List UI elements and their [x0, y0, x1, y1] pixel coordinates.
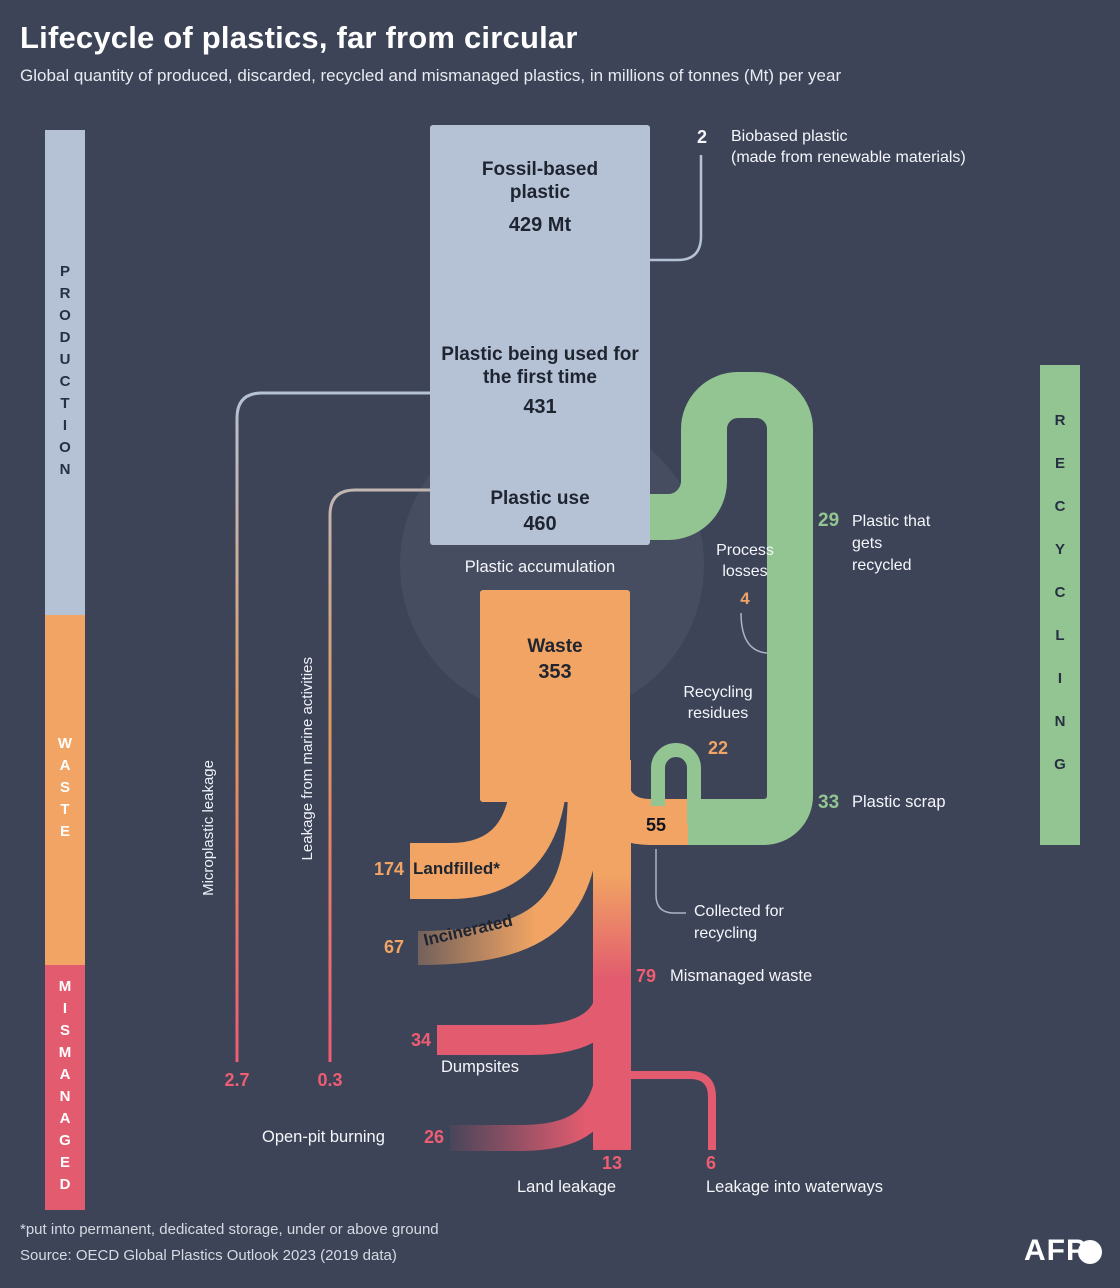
first-use-label: Plastic being used for the first time [441, 344, 639, 388]
collected-pointer [655, 849, 686, 914]
flow-waterways [626, 1071, 716, 1150]
waterways-value: 6 [706, 1153, 717, 1173]
residues-label: Recycling residues [683, 684, 753, 722]
accumulation-label: Plastic accumulation [464, 558, 616, 576]
flow-recycling-loop [648, 372, 813, 845]
incinerated-value: 67 [383, 937, 404, 957]
page-subtitle: Global quantity of produced, discarded, … [20, 66, 842, 85]
stage-bar-waste: WASTE [45, 615, 85, 965]
stage-bar-recycling-label: RECYCLING [1051, 411, 1069, 799]
fossil-label: Fossil-based plastic [481, 159, 599, 203]
marine-label: Leakage from marine activities [299, 657, 316, 861]
scrap-label: Plastic scrap [852, 793, 946, 811]
waste-label: Waste [527, 636, 583, 657]
microplastic-label: Microplastic leakage [200, 760, 217, 896]
stage-bar-production: PRODUCTION [45, 130, 85, 615]
biobased-sublabel: (made from renewable materials) [731, 149, 966, 166]
fossil-value: 429 Mt [508, 214, 572, 236]
process-losses-value: 4 [740, 589, 750, 608]
plastic-use-value: 460 [523, 513, 557, 535]
flow-recycling-residues-hook [651, 743, 701, 824]
marine-value: 0.3 [317, 1070, 343, 1090]
stage-bar-mismanaged-label: MISMANAGED [56, 977, 74, 1198]
biobased-value: 2 [697, 127, 708, 147]
dumpsites-label: Dumpsites [441, 1058, 519, 1076]
microplastic-value: 2.7 [224, 1070, 250, 1090]
page-title: Lifecycle of plastics, far from circular [20, 20, 578, 55]
flow-incinerated [417, 779, 602, 965]
open-pit-label: Open-pit burning [262, 1128, 385, 1146]
stage-bar-mismanaged: MISMANAGED [45, 965, 85, 1210]
stage-bar-recycling: RECYCLING [1040, 365, 1080, 845]
afp-globe-icon [1078, 1240, 1102, 1264]
mismanaged-label: Mismanaged waste [670, 967, 813, 985]
leak-line-marine [328, 488, 434, 1062]
landfilled-label: Landfilled* [413, 859, 500, 878]
land-leakage-label: Land leakage [517, 1178, 617, 1196]
waste-value: 353 [538, 661, 572, 683]
open-pit-value: 26 [424, 1127, 445, 1147]
flow-open-pit-burning [450, 1029, 625, 1151]
residues-value: 22 [707, 738, 729, 758]
waste-block [480, 590, 630, 802]
collected-value: 55 [646, 815, 667, 835]
first-use-value: 431 [523, 396, 557, 418]
stage-bar-waste-label: WASTE [56, 735, 74, 845]
recycled-value: 29 [818, 510, 840, 531]
biobased-label: Biobased plastic [731, 128, 848, 145]
recycled-label: Plastic that gets recycled [852, 513, 931, 574]
production-block [430, 125, 650, 545]
waterways-label: Leakage into waterways [706, 1178, 884, 1196]
landfilled-value: 174 [373, 859, 404, 879]
collected-label: Collected for recycling [694, 903, 784, 942]
leak-line-microplastic [235, 391, 434, 1062]
biobased-connector [650, 155, 703, 262]
land-leakage-value: 13 [602, 1153, 623, 1173]
afp-logo: AFP [1024, 1234, 1087, 1267]
scrap-value: 33 [818, 792, 840, 813]
process-losses-pointer [740, 612, 768, 654]
mismanaged-value: 79 [636, 966, 657, 986]
footnote: *put into permanent, dedicated storage, … [20, 1221, 439, 1238]
source-note: Source: OECD Global Plastics Outlook 202… [20, 1247, 397, 1264]
stage-bar-production-label: PRODUCTION [56, 262, 74, 483]
flow-dumpsites [437, 984, 627, 1055]
plastic-use-label: Plastic use [490, 488, 590, 509]
dumpsites-value: 34 [411, 1030, 432, 1050]
process-losses-label: Process losses [716, 542, 774, 580]
